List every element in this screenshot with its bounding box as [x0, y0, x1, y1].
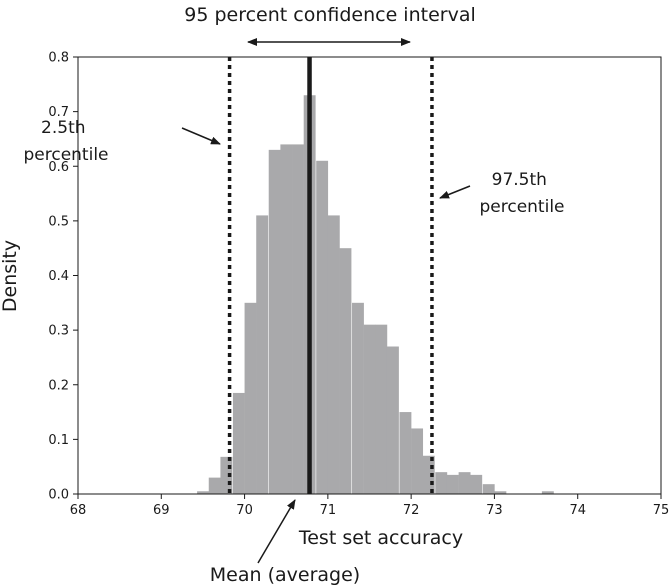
histogram-bar-21 [446, 474, 459, 494]
y-tick-label-2: 0.2 [48, 378, 69, 393]
y-tick-label-5: 0.5 [48, 214, 69, 229]
y-tick-label-4: 0.4 [48, 269, 69, 284]
histogram-bar-0 [197, 491, 209, 494]
histogram-bar-15 [375, 324, 388, 494]
lower-percentile-label-line1: 2.5th [41, 118, 85, 138]
y-axis-label: Density [0, 240, 21, 312]
x-tick-label-3: 71 [320, 503, 337, 518]
histogram-bar-17 [399, 412, 412, 494]
histogram-bar-26 [541, 491, 554, 494]
histogram-bar-4 [244, 302, 257, 494]
upper-percentile-label-line2: percentile [479, 197, 564, 217]
histogram-bar-25 [494, 491, 507, 494]
histogram-bar-1 [208, 477, 221, 494]
histogram-bar-11 [327, 215, 340, 494]
y-tick-label-3: 0.3 [48, 324, 69, 339]
histogram-bar-18 [411, 428, 424, 494]
histogram-bar-24 [482, 484, 495, 494]
histogram-bar-14 [363, 324, 376, 494]
histogram-bar-22 [458, 472, 471, 494]
histogram-bar-2 [220, 456, 233, 494]
mean-arrow [257, 499, 296, 564]
histogram-bar-12 [339, 248, 352, 494]
x-axis-label: Test set accuracy [298, 527, 463, 549]
histogram-bar-7 [280, 144, 293, 494]
upper-percentile-arrow [439, 185, 471, 199]
histogram-bar-19 [422, 455, 435, 494]
x-tick-label-6: 74 [569, 503, 586, 518]
y-tick-label-7: 0.7 [48, 105, 69, 120]
histogram-bar-23 [470, 474, 483, 494]
lower-percentile-label: 2.5th percentile [23, 118, 108, 165]
x-tick-label-4: 72 [403, 503, 420, 518]
mean-label: Mean (average) [210, 564, 360, 586]
histogram-bar-5 [256, 215, 269, 494]
histogram-bar-16 [386, 346, 399, 494]
x-tick-label-5: 73 [486, 503, 503, 518]
x-tick-label-1: 69 [153, 503, 170, 518]
x-tick-label-2: 70 [236, 503, 253, 518]
histogram-bar-3 [232, 392, 245, 494]
chart-title: 95 percent confidence interval [184, 4, 476, 26]
histogram-bar-6 [268, 149, 281, 495]
y-tick-label-1: 0.1 [48, 433, 69, 448]
histogram-bar-8 [292, 144, 304, 494]
y-tick-label-8: 0.8 [48, 51, 69, 66]
lower-percentile-label-line2: percentile [23, 145, 108, 165]
histogram-bar-10 [316, 160, 329, 494]
upper-percentile-label: 97.5th percentile [479, 170, 564, 217]
y-tick-label-6: 0.6 [48, 160, 69, 175]
histogram-bar-13 [352, 302, 364, 494]
x-tick-label-7: 75 [653, 503, 670, 518]
y-tick-label-0: 0.0 [48, 488, 69, 503]
upper-percentile-label-line1: 97.5th [492, 170, 547, 190]
histogram-bar-20 [435, 472, 448, 494]
lower-percentile-arrow [181, 127, 221, 145]
x-tick-label-0: 68 [70, 503, 87, 518]
